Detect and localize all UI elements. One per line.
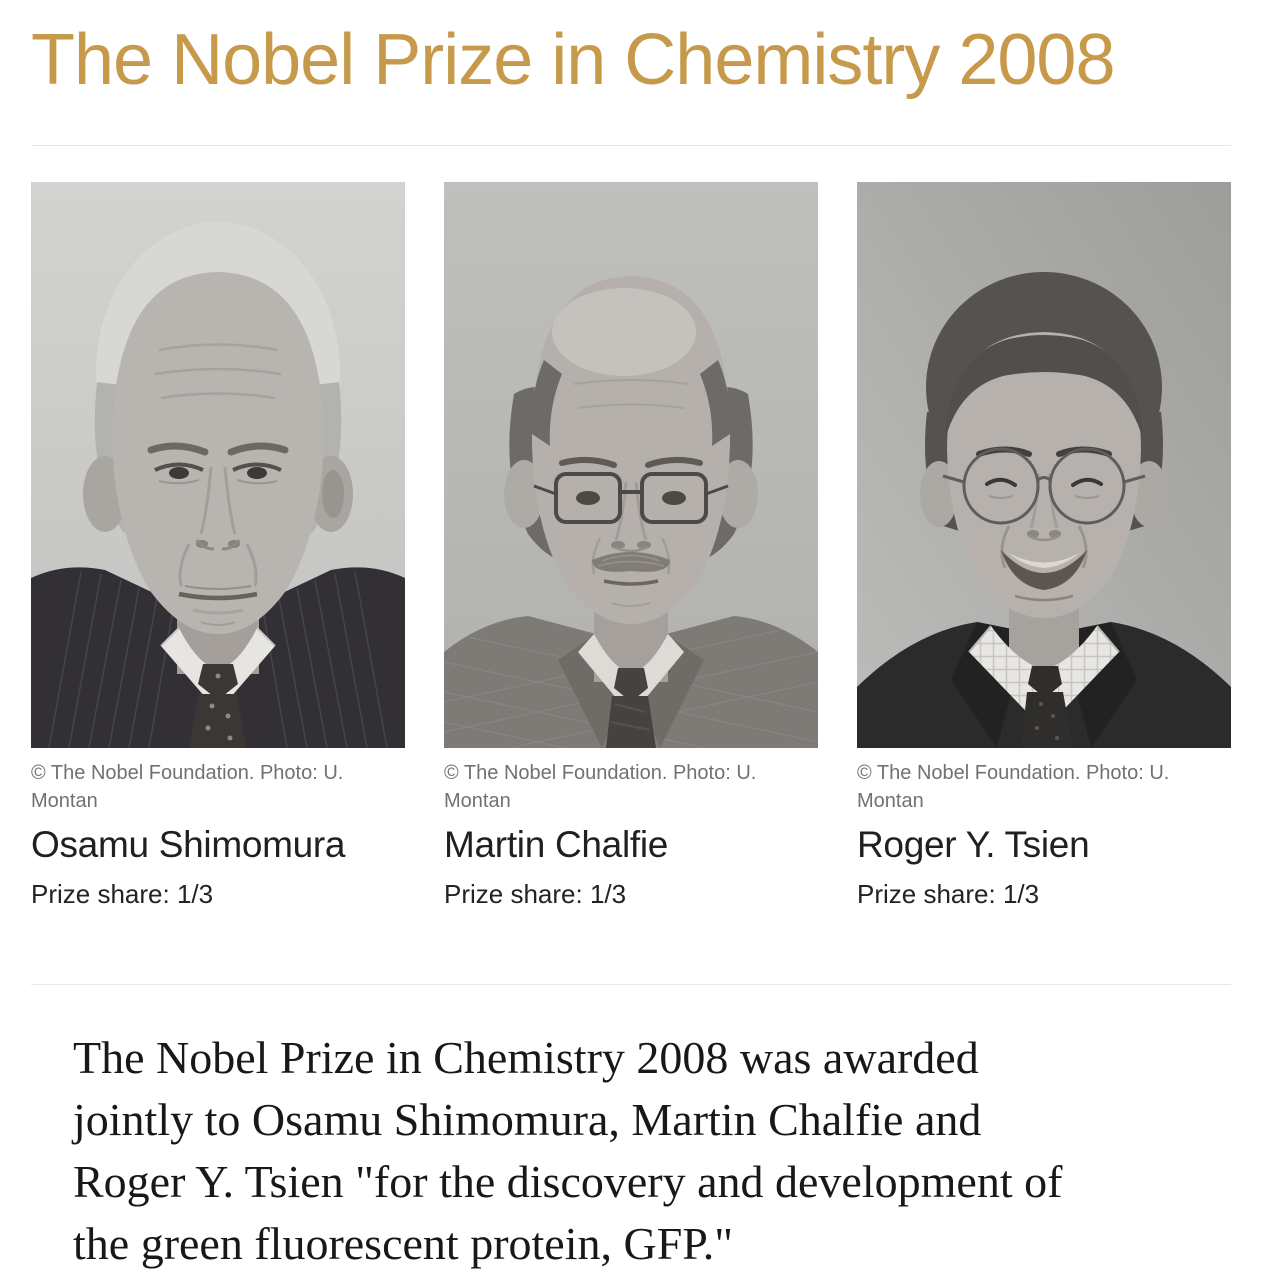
divider-bottom — [31, 984, 1231, 985]
prize-summary: The Nobel Prize in Chemistry 2008 was aw… — [73, 1027, 1231, 1275]
summary-line: Roger Y. Tsien "for the discovery and de… — [73, 1156, 1063, 1207]
laureate-card-tsien: © The Nobel Foundation. Photo: U. Montan… — [857, 182, 1231, 910]
divider-top — [31, 145, 1231, 146]
photo-credit: © The Nobel Foundation. Photo: U. Montan — [444, 762, 757, 812]
laureate-name-link-shimomura[interactable]: Osamu Shimomura — [31, 824, 346, 865]
suit — [31, 567, 405, 748]
face — [531, 276, 731, 624]
laureate-photo-shimomura — [31, 182, 405, 748]
glasses — [942, 447, 1146, 525]
portrait-martin-chalfie-illustration — [444, 182, 818, 748]
photo-credit: © The Nobel Foundation. Photo: U. Montan — [31, 762, 344, 812]
page-title: The Nobel Prize in Chemistry 2008 — [31, 20, 1116, 100]
face — [112, 272, 324, 634]
laureate-card-shimomura: © The Nobel Foundation. Photo: U. Montan… — [31, 182, 405, 910]
laureate-name-link-chalfie[interactable]: Martin Chalfie — [444, 824, 669, 865]
laureate-card-chalfie: © The Nobel Foundation. Photo: U. Montan… — [444, 182, 818, 910]
glasses — [533, 472, 729, 524]
laureate-photo-chalfie — [444, 182, 818, 748]
portrait-roger-tsien-illustration — [857, 182, 1231, 748]
summary-line: jointly to Osamu Shimomura, Martin Chalf… — [73, 1094, 982, 1145]
tie — [606, 668, 656, 748]
tie — [1021, 666, 1073, 748]
summary-line: the green fluorescent protein, GFP." — [73, 1218, 734, 1269]
tie — [189, 664, 246, 748]
photo-credit: © The Nobel Foundation. Photo: U. Montan — [857, 762, 1170, 812]
laureate-name-link-tsien[interactable]: Roger Y. Tsien — [857, 824, 1090, 865]
portrait-osamu-shimomura-illustration — [31, 182, 405, 748]
prize-share: Prize share: 1/3 — [857, 879, 1040, 909]
laureates-grid: © The Nobel Foundation. Photo: U. Montan… — [31, 182, 1231, 910]
prize-share: Prize share: 1/3 — [444, 879, 627, 909]
prize-share: Prize share: 1/3 — [31, 879, 214, 909]
page-container: The Nobel Prize in Chemistry 2008 — [0, 18, 1280, 1275]
laureate-photo-tsien — [857, 182, 1231, 748]
summary-line: The Nobel Prize in Chemistry 2008 was aw… — [73, 1032, 979, 1083]
